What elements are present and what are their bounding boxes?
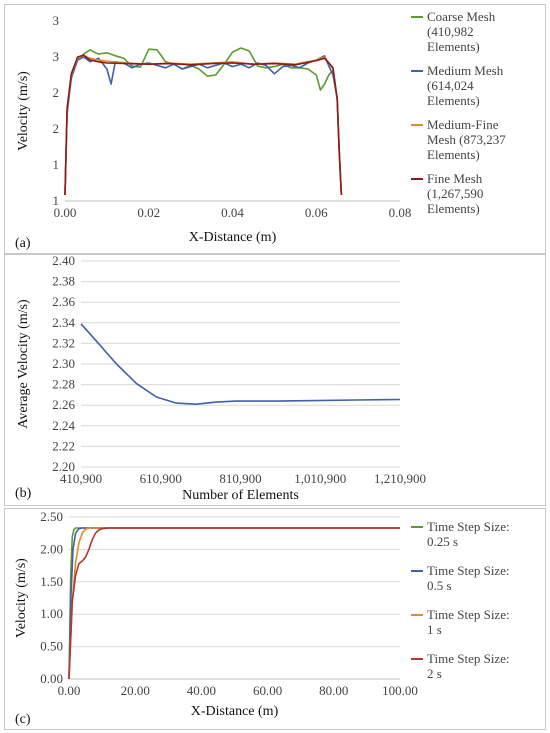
- x-axis-title: X-Distance (m): [191, 704, 279, 719]
- y-tick-label: 2.50: [40, 509, 63, 524]
- x-tick-label: 20.00: [121, 683, 150, 698]
- legend-entry-label: Fine Mesh (1,267,590 Elements): [427, 171, 483, 216]
- series-line: [80, 323, 401, 405]
- x-tick-label: 0.04: [221, 205, 244, 220]
- y-tick-label: 2.22: [52, 438, 75, 453]
- average-velocity-chart: 2.20 2.22 2.24 2.26 2.28 2.30 2.32 2.34 2.36 2.38…: [15, 255, 426, 503]
- y-tick-label: 2.26: [52, 397, 75, 412]
- x-axis-title: X-Distance (m): [189, 230, 277, 245]
- series-line: [64, 54, 343, 196]
- series-line: [64, 55, 343, 196]
- y-tick-label: 2: [53, 121, 60, 136]
- legend-entry-label: Time Step Size: 2 s: [427, 651, 510, 681]
- y-tick-label: 2.30: [52, 356, 75, 371]
- panel-label: (b): [15, 486, 32, 501]
- series-line: [68, 527, 400, 680]
- x-tick-label: 0.00: [58, 683, 81, 698]
- legend-entry-label: Time Step Size: 0.5 s: [427, 563, 510, 593]
- y-tick-label: 1: [53, 157, 60, 172]
- x-tick-label: 60.00: [253, 683, 282, 698]
- series-line: [64, 55, 343, 196]
- y-tick-label: 3: [53, 13, 60, 28]
- y-tick-label: 2.28: [52, 377, 75, 392]
- x-tick-label: 0.06: [305, 205, 328, 220]
- x-tick-label: 610,900: [140, 471, 182, 486]
- y-tick-label: 1: [53, 193, 60, 208]
- y-tick-label: 0.00: [40, 671, 63, 686]
- series-line: [68, 527, 400, 680]
- y-tick-label: 2.20: [52, 459, 75, 474]
- legend-entry-label: Time Step Size: 1 s: [427, 607, 510, 637]
- legend-entry-label: Medium Mesh (614,024 Elements): [427, 63, 504, 108]
- series-line: [68, 527, 400, 680]
- panel-b: 2.20 2.22 2.24 2.26 2.28 2.30 2.32 2.34 2.36 2.38…: [4, 254, 546, 506]
- series-line: [68, 527, 400, 680]
- y-tick-label: 1.00: [40, 606, 63, 621]
- x-tick-label: 0.02: [137, 205, 160, 220]
- x-tick-label: 1,010,900: [294, 471, 346, 486]
- x-tick-label: 810,900: [219, 471, 261, 486]
- panel-label: (a): [15, 236, 31, 251]
- y-tick-label: 3: [53, 49, 60, 64]
- x-axis-title: Number of Elements: [182, 488, 299, 503]
- y-tick-label: 2: [53, 85, 60, 100]
- mesh-velocity-chart: 1 1 2 2 3 3 0.00 0.02 0.04 0.06 0.08 X-Distance (m)…: [15, 9, 506, 251]
- y-tick-label: 2.00: [40, 541, 63, 556]
- y-tick-label: 2.34: [52, 315, 75, 330]
- panel-a: 1 1 2 2 3 3 0.00 0.02 0.04 0.06 0.08 X-Distance (m)…: [4, 4, 546, 254]
- y-axis-title: Velocity (m/s): [14, 558, 29, 638]
- x-tick-label: 0.08: [389, 205, 412, 220]
- x-tick-label: 1,210,900: [374, 471, 426, 486]
- legend-entry-label: Time Step Size: 0.25 s: [427, 519, 510, 549]
- y-tick-label: 2.38: [52, 274, 75, 289]
- panel-c: 0.00 0.50 1.00 1.50 2.00 2.50 0.00 20.00 40.00 60…: [4, 508, 546, 730]
- y-tick-label: 2.32: [52, 335, 75, 350]
- x-tick-label: 40.00: [187, 683, 216, 698]
- y-tick-label: 2.36: [52, 294, 75, 309]
- x-tick-label: 100.00: [382, 683, 418, 698]
- x-tick-label: 0.00: [54, 205, 77, 220]
- panel-label: (c): [15, 712, 31, 727]
- x-tick-label: 410,900: [60, 471, 102, 486]
- y-tick-label: 2.40: [52, 255, 75, 268]
- y-axis-title: Velocity (m/s): [16, 71, 31, 151]
- legend-entry-label: Coarse Mesh (410,982 Elements): [427, 9, 496, 54]
- x-tick-label: 80.00: [319, 683, 348, 698]
- y-tick-label: 1.50: [40, 574, 63, 589]
- timestep-velocity-chart: 0.00 0.50 1.00 1.50 2.00 2.50 0.00 20.00 40.00 60…: [14, 509, 510, 727]
- y-tick-label: 0.50: [40, 639, 63, 654]
- y-axis-title: Average Velocity (m/s): [16, 299, 31, 429]
- y-tick-label: 2.24: [52, 418, 75, 433]
- legend-entry-label: Medium-Fine Mesh (873,237 Elements): [427, 117, 506, 162]
- series-line: [64, 47, 343, 196]
